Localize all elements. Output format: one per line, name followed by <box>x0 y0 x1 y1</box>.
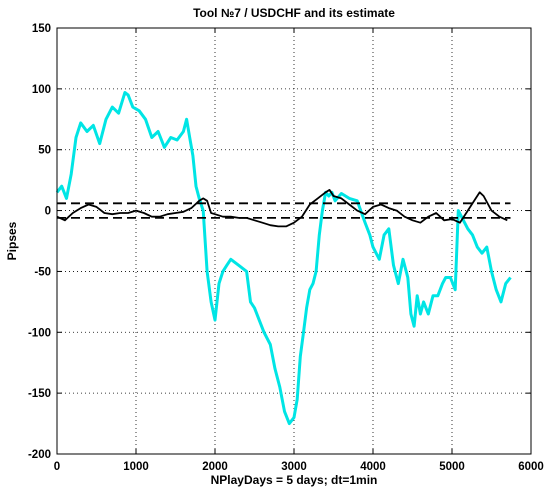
y-tick-label: 100 <box>32 84 51 96</box>
ticks: 0 1000 2000 3000 4000 5000 6000-200-150-100-50… <box>28 23 544 473</box>
x-tick-label: 4000 <box>360 461 386 473</box>
series-line-0 <box>55 91 512 426</box>
y-tick-label: -100 <box>28 327 51 339</box>
y-tick-label: 50 <box>38 145 51 157</box>
y-tick-label: -200 <box>28 449 51 461</box>
x-tick-label: 3000 <box>281 461 307 473</box>
x-tick-label: 6000 <box>518 461 544 473</box>
chart-title: Tool №7 / USDCHF and its estimate <box>193 6 395 20</box>
y-tick-label: 0 <box>45 206 51 218</box>
series-layer <box>55 91 512 426</box>
x-tick-label: 0 <box>54 461 60 473</box>
x-tick-label: 2000 <box>202 461 228 473</box>
x-axis-label: NPlayDays = 5 days; dt=1min <box>211 473 378 487</box>
x-tick-label: 5000 <box>439 461 465 473</box>
x-tick-label: 1000 <box>123 461 149 473</box>
y-tick-label: -150 <box>28 388 51 400</box>
y-tick-label: 150 <box>32 23 51 35</box>
y-tick-label: -50 <box>34 266 51 278</box>
series-line-1 <box>56 189 508 228</box>
y-axis-label: Pipses <box>5 221 19 260</box>
